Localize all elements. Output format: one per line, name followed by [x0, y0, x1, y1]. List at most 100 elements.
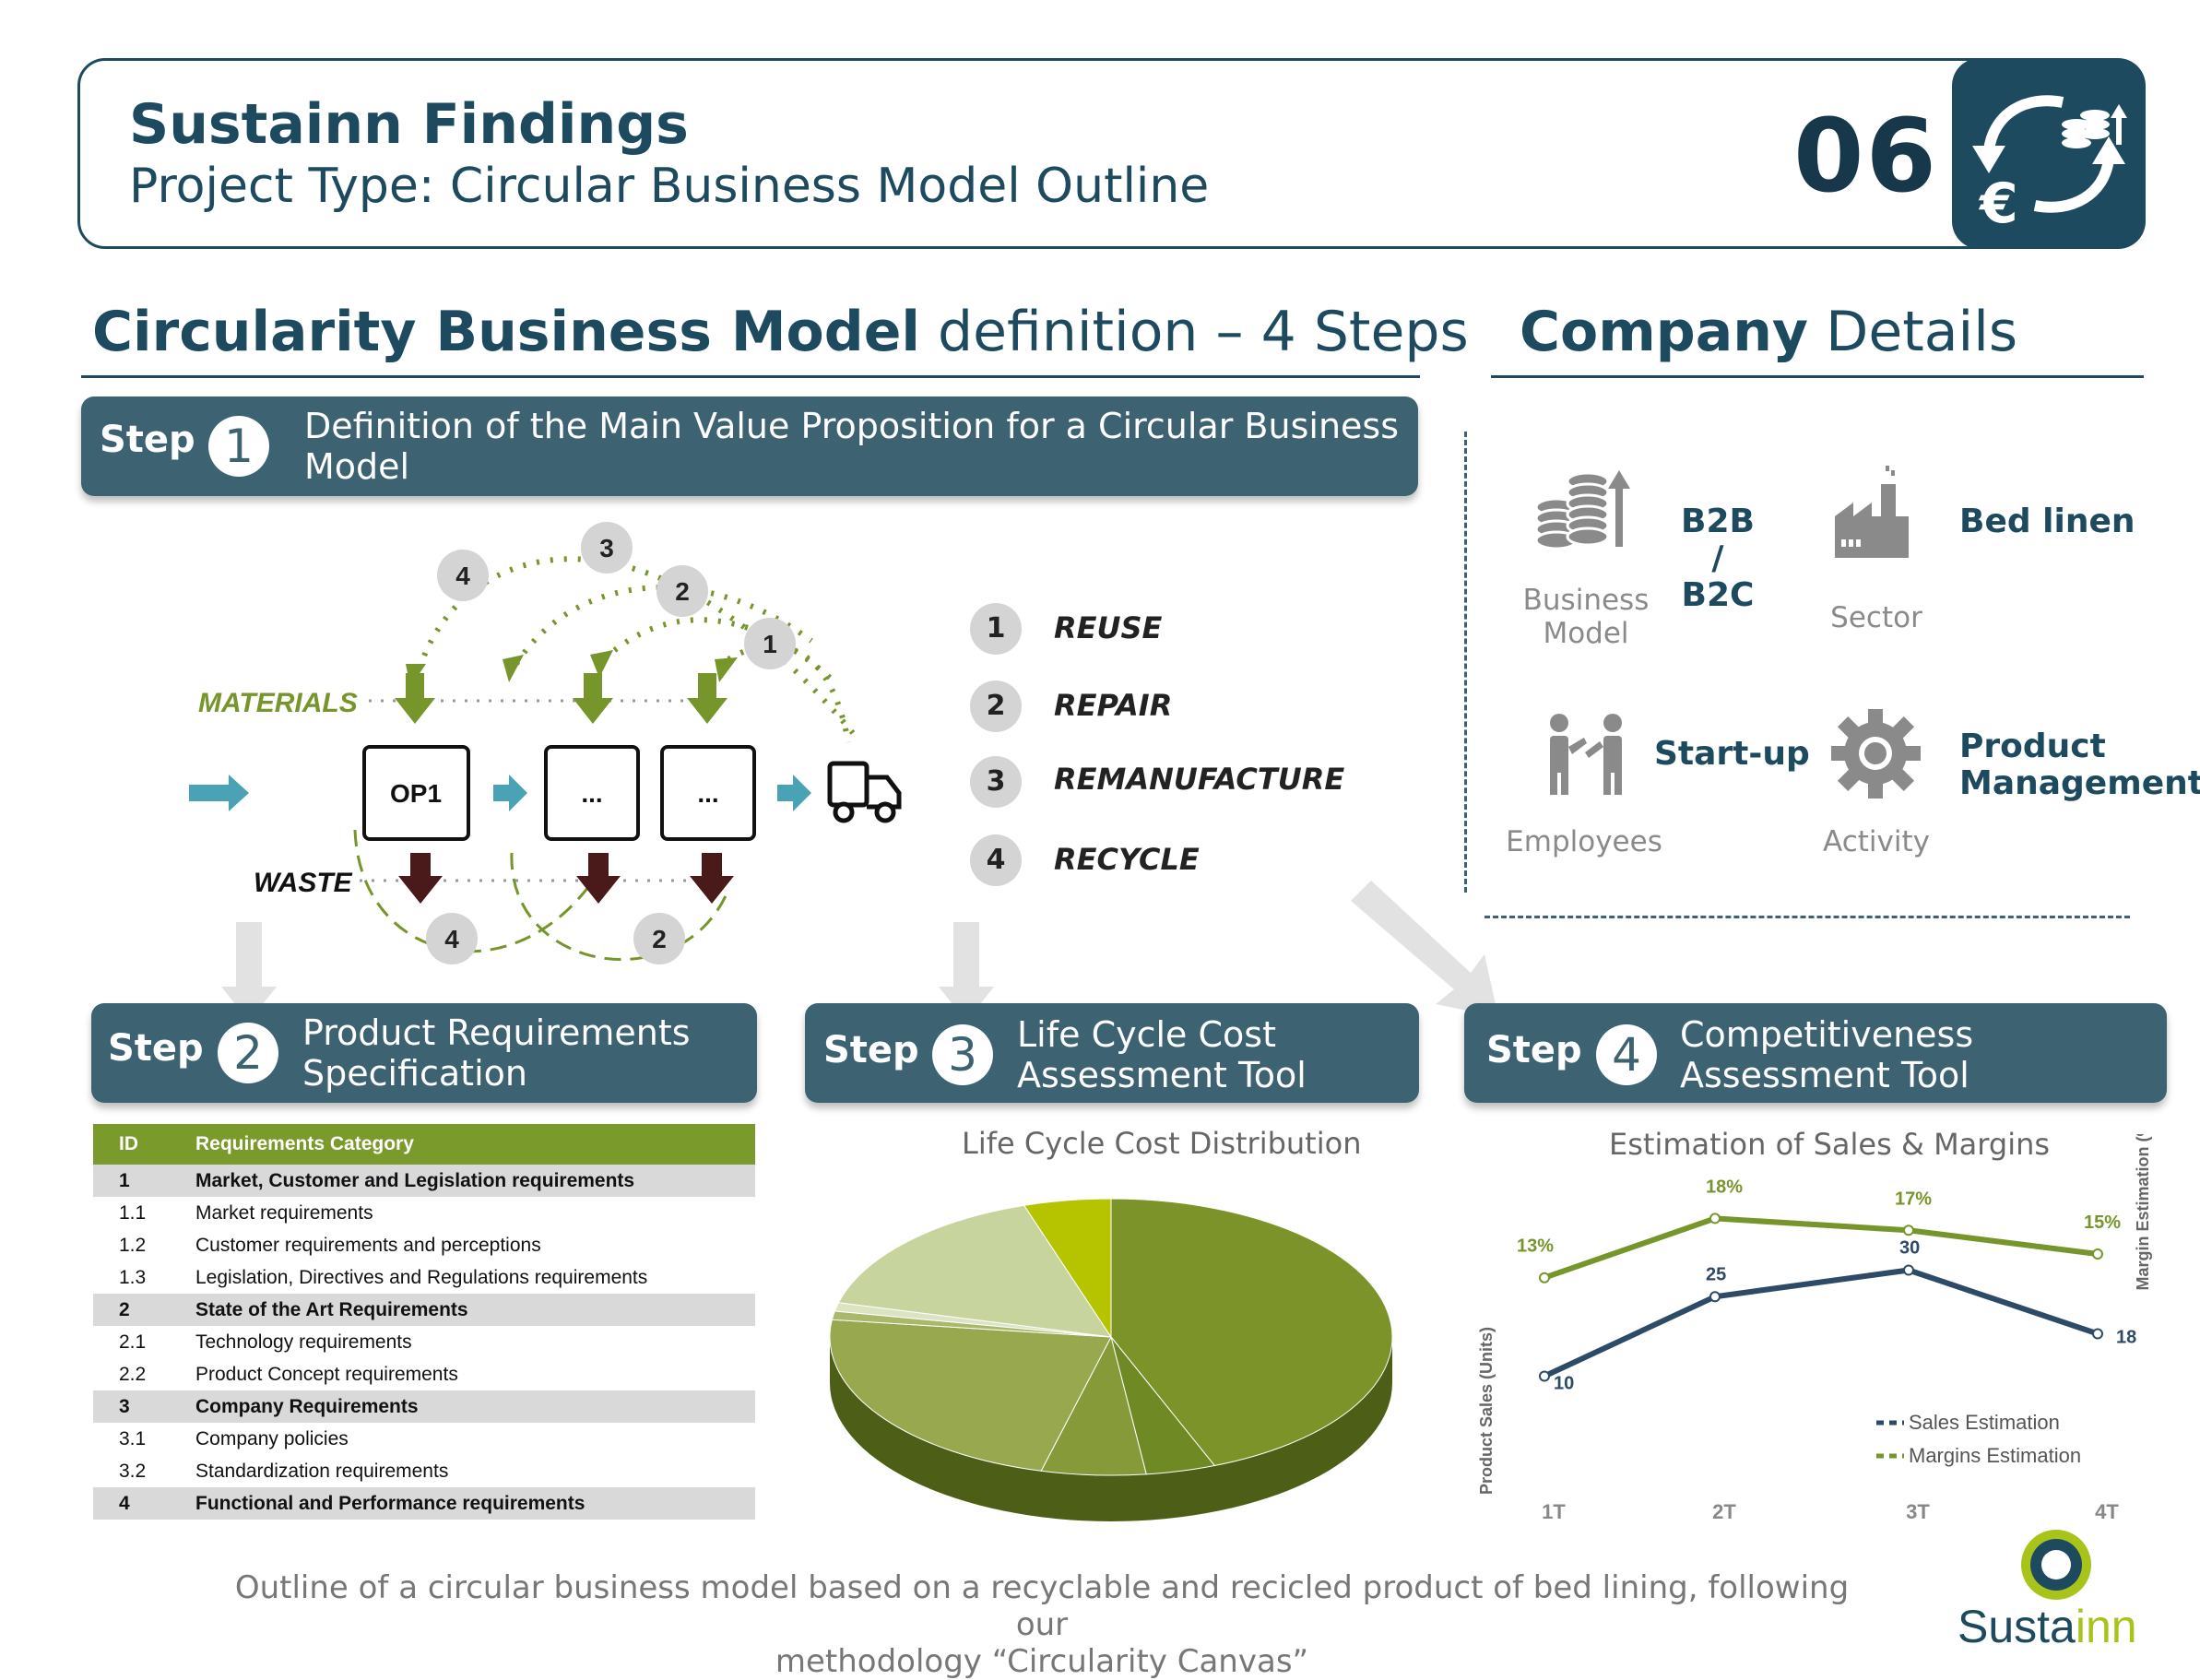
activity-value: Product Management — [1959, 728, 2200, 802]
legend-circle-3: 3 — [970, 756, 1022, 808]
sales-margins-line-chart: 13% 18% 17% 15% 10 25 30 18 1T 2T 3T 4T Product Sale… — [1477, 1134, 2152, 1523]
row-id: 4 — [93, 1487, 170, 1520]
margin-data-label: 18% — [1706, 1177, 1743, 1197]
header-category: Requirements Category — [170, 1124, 755, 1165]
circular-flow-diagram: OP1 ... ... MATERIALS WASTE 4 3 2 1 4 2 — [189, 522, 902, 964]
row-id: 3.1 — [119, 1427, 147, 1449]
page-title: Sustainn Findings — [129, 92, 689, 157]
header-id: ID — [93, 1124, 170, 1165]
row-id: 1 — [93, 1165, 170, 1197]
flow-arrows — [189, 775, 811, 811]
waste-label: WASTE — [254, 868, 353, 898]
pie-slice-1 — [1110, 1198, 1393, 1467]
recycle-arc — [353, 829, 601, 953]
row-category: Technology requirements — [195, 1331, 412, 1353]
sales-data-label: 10 — [1554, 1374, 1574, 1394]
row-category: Market requirements — [195, 1201, 373, 1224]
step-3-text-line1: Life Cycle Cost — [1017, 1014, 1276, 1055]
sales-point — [1709, 1291, 1721, 1303]
x-tick-label: 2T — [1712, 1500, 1736, 1523]
table-row: 1.2 Customer requirements and perceptions — [93, 1229, 755, 1261]
row-id: 1.3 — [119, 1266, 147, 1288]
table-row: 3.2 Standardization requirements — [93, 1455, 755, 1487]
sales-data-label: 18 — [2116, 1328, 2136, 1348]
x-tick-label: 4T — [2095, 1500, 2119, 1523]
section-title-circularity: Circularity Business Model definition – … — [92, 300, 1469, 364]
top-circle-2: 2 — [675, 577, 690, 606]
pie-chart-title: Life Cycle Cost Distribution — [962, 1126, 1362, 1161]
delivery-truck-icon — [827, 761, 902, 823]
down-arrow-step2 — [221, 922, 277, 1022]
legend-circle-4: 4 — [970, 834, 1022, 886]
row-category: Customer requirements and perceptions — [195, 1234, 541, 1256]
bottom-circle-4: 4 — [444, 925, 459, 953]
row-id: 2.1 — [119, 1331, 147, 1353]
row-id: 3 — [93, 1390, 170, 1423]
table-row: 1 Market, Customer and Legislation requir… — [93, 1165, 755, 1197]
sustainn-logo-icon — [2021, 1530, 2091, 1600]
requirements-table-body: 1 Market, Customer and Legislation requir… — [93, 1165, 755, 1520]
step-3-banner: Step 3 Life Cycle Cost Assessment Tool — [805, 1003, 1419, 1103]
step-1-number: 1 — [208, 416, 269, 477]
row-id: 2.2 — [119, 1363, 147, 1385]
page-number: 06 — [1793, 97, 1939, 215]
margin-point — [1709, 1213, 1721, 1225]
step-1-text-line1: Definition of the Main Value Proposition… — [304, 406, 1399, 446]
legend-circle-1: 1 — [970, 603, 1022, 655]
section-title-company: Company Details — [1520, 300, 2018, 364]
sustainn-logo-wordmark: Sustainn — [1958, 1601, 2137, 1652]
margins-line — [1544, 1215, 2099, 1281]
top-circle-1: 1 — [763, 630, 777, 658]
row-id: 1.2 — [119, 1234, 147, 1256]
business-model-value: B2B / B2C — [1681, 503, 1755, 614]
step-3-word: Step — [823, 1029, 919, 1071]
waste-arrows — [398, 853, 734, 904]
diagonal-arrow-step4 — [1351, 881, 1498, 1017]
row-category: Functional and Performance requirements — [170, 1487, 755, 1520]
row-category: Company Requirements — [170, 1390, 755, 1423]
bottom-circle-2: 2 — [652, 925, 667, 953]
margin-data-label: 15% — [2084, 1213, 2121, 1233]
svg-text:€: € — [1978, 172, 2018, 236]
legend-label-reuse: REUSE — [1054, 610, 1163, 645]
margin-point — [1539, 1272, 1550, 1284]
legend-entry: Margins Estimation — [1909, 1444, 2081, 1467]
row-id: 2 — [93, 1294, 170, 1326]
sales-data-label: 30 — [1899, 1238, 1920, 1259]
step-2-text-line1: Product Requirements — [302, 1012, 691, 1053]
op3-box — [660, 745, 756, 841]
sales-point — [1903, 1264, 1914, 1276]
activity-label: Activity — [1823, 825, 1930, 858]
repair-bottom-arc — [510, 852, 730, 961]
step-1-word: Step — [100, 419, 195, 461]
company-details-vertical-divider — [1464, 432, 1467, 893]
life-cycle-cost-pie-chart — [829, 1198, 1393, 1521]
table-row: 3 Company Requirements — [93, 1390, 755, 1423]
x-tick-label: 3T — [1906, 1500, 1930, 1523]
table-row: 3.1 Company policies — [93, 1423, 755, 1455]
sales-data-label: 25 — [1706, 1264, 1726, 1284]
step-4-banner: Step 4 Competitiveness Assessment Tool — [1464, 1003, 2167, 1103]
top-circle-4: 4 — [455, 562, 470, 590]
requirements-table: ID Requirements Category 1 Market, Custom… — [93, 1124, 755, 1520]
legend-circle-2: 2 — [970, 680, 1022, 732]
margin-data-label: 17% — [1895, 1189, 1932, 1209]
table-row: 4 Functional and Performance requirements — [93, 1487, 755, 1520]
margin-point — [2092, 1248, 2103, 1260]
pie-slice-8 — [1023, 1198, 1112, 1339]
margin-data-label: 13% — [1517, 1236, 1554, 1257]
step-2-word: Step — [108, 1027, 204, 1070]
sales-line — [1543, 1267, 2099, 1379]
legend-entry: Sales Estimation — [1909, 1411, 2060, 1434]
top-circle-3: 3 — [599, 534, 614, 562]
y2-axis-label: Margin Estimation (%) — [2134, 1134, 2152, 1291]
section-divider — [81, 375, 1420, 378]
table-row: 2.1 Technology requirements — [93, 1326, 755, 1358]
line-chart-title: Estimation of Sales & Margins — [1609, 1127, 2051, 1162]
op1-label: OP1 — [390, 779, 442, 808]
y-axis-label: Product Sales (Units) — [1477, 1327, 1496, 1495]
legend-label-recycle: RECYCLE — [1054, 842, 1200, 877]
materials-arrows — [395, 673, 727, 724]
step-3-number: 3 — [932, 1024, 993, 1085]
section-divider — [1491, 375, 2144, 378]
